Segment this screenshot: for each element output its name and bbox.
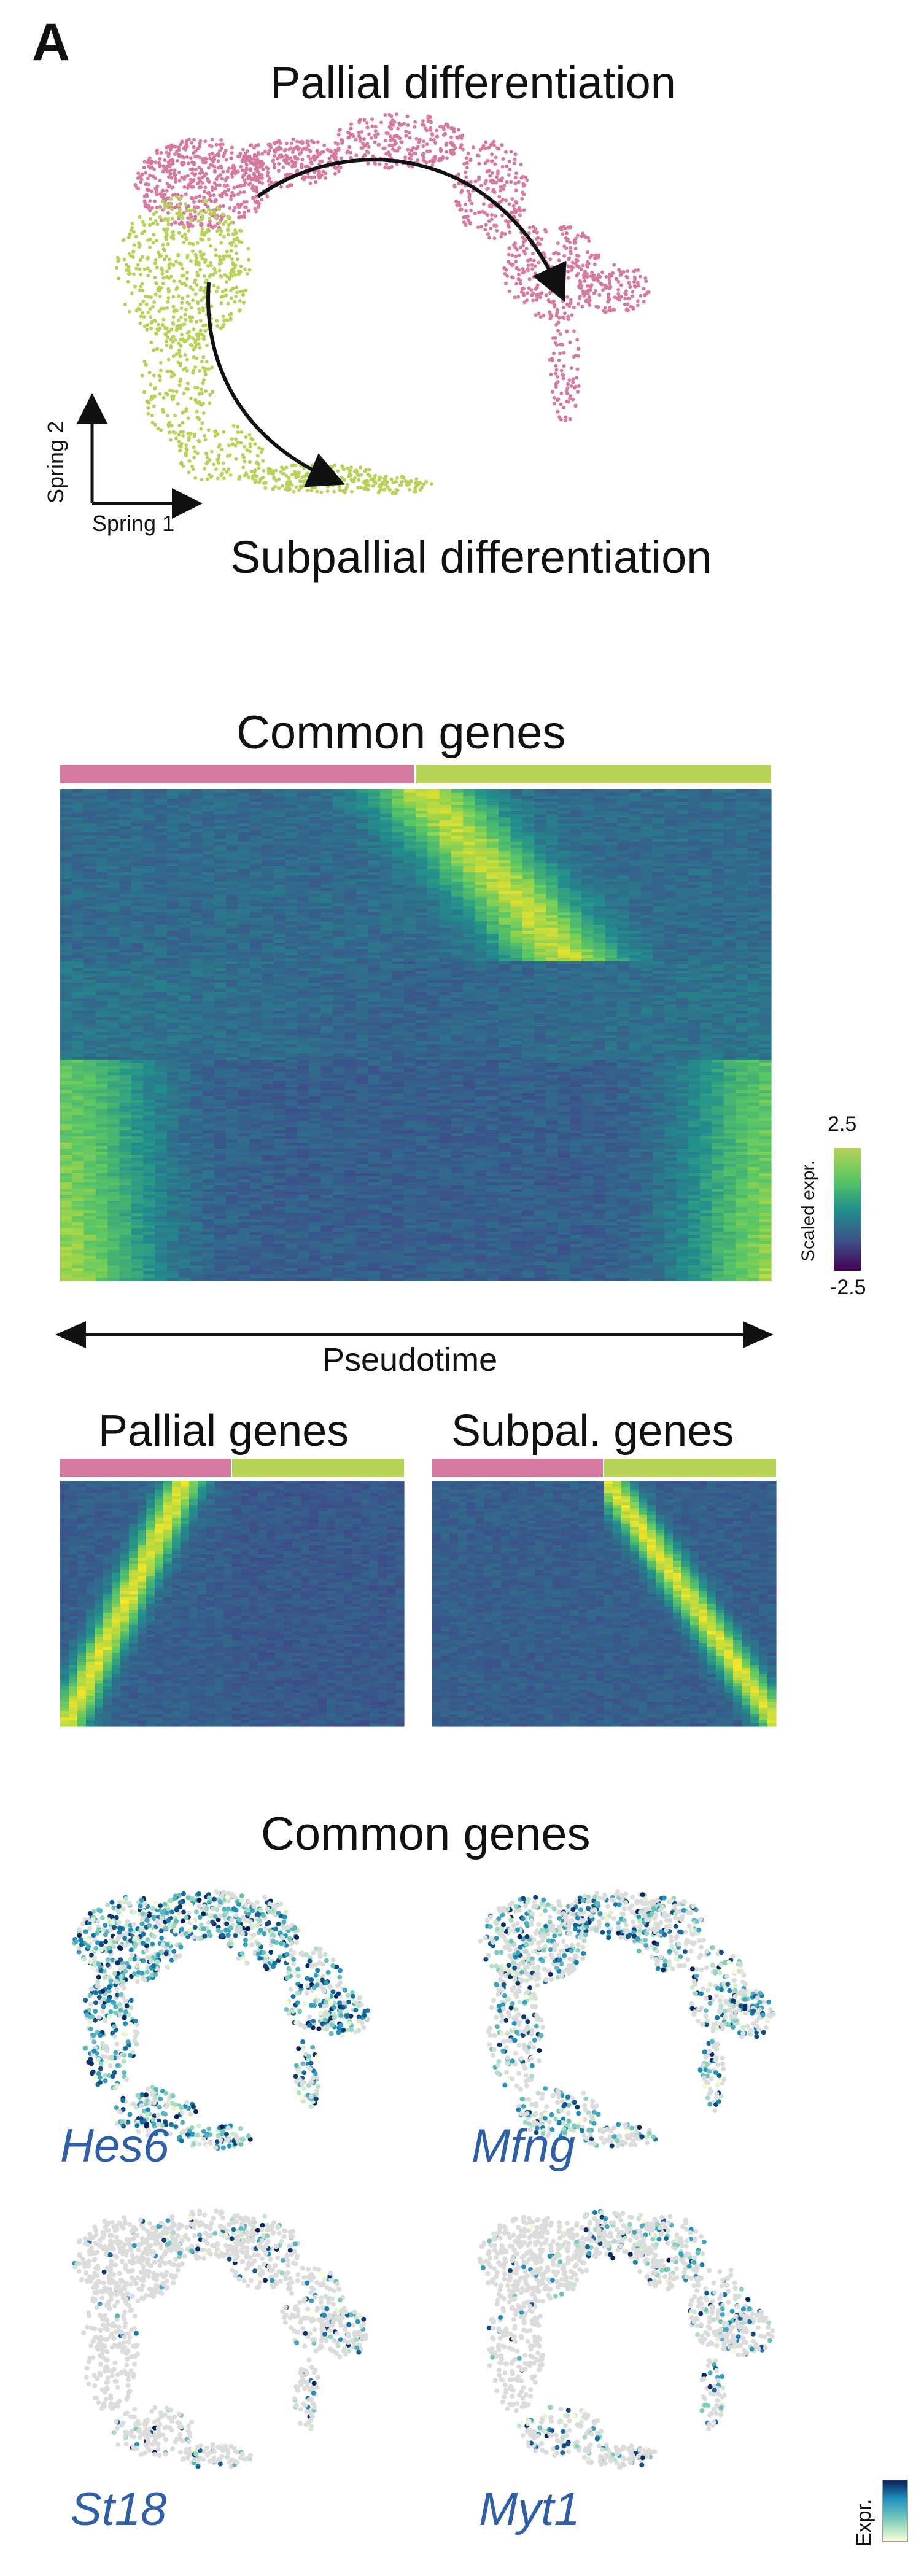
pallial-heatmap-pallial-bar bbox=[60, 1459, 231, 1477]
pallial-heatmap-subpallial-bar bbox=[232, 1459, 404, 1477]
spring-plot bbox=[77, 112, 651, 519]
pseudotime-arrow bbox=[55, 1321, 774, 1348]
spring-title-top: Pallial differentiation bbox=[270, 56, 676, 109]
common-heatmap-title: Common genes bbox=[236, 706, 566, 759]
common-heatmap bbox=[60, 789, 772, 1281]
colorbar-title: Scaled expr. bbox=[798, 1160, 819, 1262]
subpallial-heatmap-pallial-bar bbox=[432, 1459, 603, 1477]
subpallial-trajectory-arrow bbox=[206, 282, 346, 487]
common-subpallial-bar bbox=[416, 765, 771, 783]
spring-title-bottom: Subpallial differentiation bbox=[230, 531, 712, 583]
colorbar-min: -2.5 bbox=[830, 1276, 866, 1300]
gene-label-st18: St18 bbox=[71, 2483, 166, 2536]
feature-plot-myt1 bbox=[477, 2209, 775, 2470]
pallial-heatmap bbox=[60, 1481, 405, 1727]
expr-legend-label: Expr. bbox=[852, 2499, 876, 2547]
feature-plot-st18 bbox=[72, 2208, 368, 2469]
spring-axis-y-label: Spring 2 bbox=[43, 421, 69, 503]
common-pallial-bar bbox=[60, 765, 414, 783]
subpallial-heatmap bbox=[432, 1481, 777, 1727]
pallial-heatmap-title: Pallial genes bbox=[98, 1406, 349, 1456]
gene-label-myt1: Myt1 bbox=[479, 2483, 580, 2536]
subpallial-heatmap-subpallial-bar bbox=[604, 1459, 776, 1477]
feature-plot-mfng bbox=[478, 1889, 776, 2149]
colorbar-max: 2.5 bbox=[828, 1112, 856, 1136]
feature-plots-title: Common genes bbox=[261, 1807, 591, 1861]
gene-label-mfng: Mfng bbox=[472, 2119, 575, 2173]
gene-label-hes6: Hes6 bbox=[60, 2119, 169, 2173]
feature-plot-hes6 bbox=[72, 1888, 371, 2151]
subpallial-heatmap-title: Subpal. genes bbox=[451, 1406, 734, 1456]
panel-label: A bbox=[32, 12, 70, 73]
pseudotime-label: Pseudotime bbox=[322, 1341, 497, 1379]
colorbar bbox=[834, 1148, 861, 1271]
pallial-trajectory-arrow bbox=[257, 158, 567, 302]
spring-axis-x-label: Spring 1 bbox=[92, 511, 174, 537]
expr-legend bbox=[882, 2480, 908, 2542]
